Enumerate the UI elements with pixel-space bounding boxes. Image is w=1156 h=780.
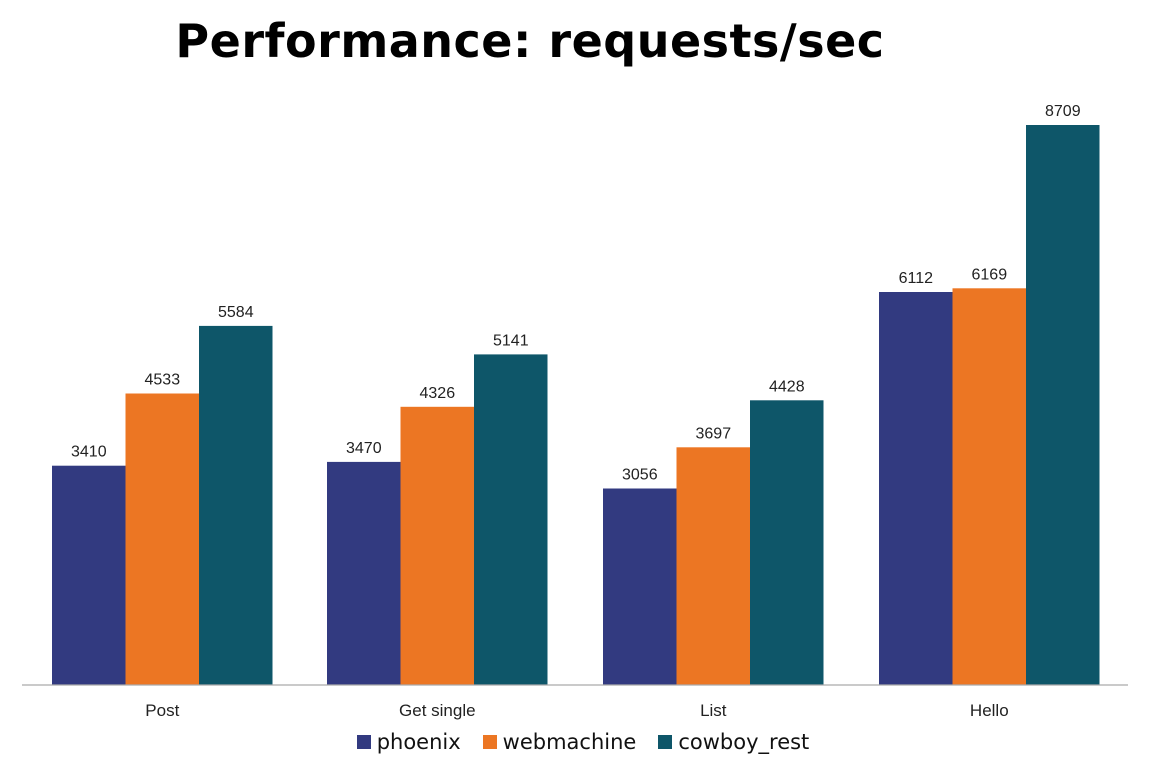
value-label-phoenix-hello: 6112 bbox=[899, 270, 934, 287]
legend-label-phoenix: phoenix bbox=[376, 730, 461, 754]
legend-swatch-phoenix bbox=[356, 735, 371, 749]
bars-layer bbox=[52, 125, 1100, 685]
value-label-webmachine-post: 4533 bbox=[145, 372, 181, 389]
bar-phoenix-hello bbox=[879, 292, 953, 685]
bar-webmachine-post bbox=[125, 393, 199, 685]
x-tick-label-post: Post bbox=[145, 701, 179, 720]
x-tick-labels-layer: Post Get single List Hello bbox=[145, 701, 1008, 720]
value-labels-layer: 3410 4533 5584 3470 4326 5141 3056 3697 4428 6112… bbox=[71, 103, 1081, 484]
bar-chart: 3410 4533 5584 3470 4326 5141 3056 3697 4428 6112… bbox=[22, 103, 1128, 720]
bar-phoenix-post bbox=[52, 465, 126, 685]
bar-cowboy-rest-get-single bbox=[474, 354, 548, 685]
bar-phoenix-list bbox=[603, 488, 677, 685]
value-label-webmachine-list: 3697 bbox=[696, 425, 732, 442]
value-label-phoenix-get-single: 3470 bbox=[346, 440, 382, 457]
value-label-webmachine-get-single: 4326 bbox=[420, 385, 456, 402]
legend: phoenix webmachine cowboy_rest bbox=[0, 730, 1156, 754]
legend-swatch-webmachine bbox=[482, 735, 497, 749]
value-label-phoenix-post: 3410 bbox=[71, 444, 107, 461]
x-tick-label-list: List bbox=[700, 701, 727, 720]
value-label-cowboy-rest-post: 5584 bbox=[218, 304, 254, 321]
bar-cowboy-rest-post bbox=[199, 325, 273, 685]
bar-webmachine-hello bbox=[952, 288, 1026, 685]
chart-title: Performance: requests/sec bbox=[175, 14, 885, 68]
legend-item-phoenix: phoenix bbox=[356, 730, 461, 754]
legend-label-webmachine: webmachine bbox=[502, 730, 637, 754]
legend-label-cowboy-rest: cowboy_rest bbox=[678, 730, 810, 754]
bar-webmachine-list bbox=[676, 447, 750, 685]
value-label-phoenix-list: 3056 bbox=[622, 467, 658, 484]
bar-cowboy-rest-hello bbox=[1026, 125, 1100, 685]
legend-item-cowboy-rest: cowboy_rest bbox=[658, 730, 809, 754]
value-label-cowboy-rest-hello: 8709 bbox=[1045, 103, 1081, 120]
legend-swatch-cowboy-rest bbox=[658, 735, 673, 749]
x-tick-label-get-single: Get single bbox=[399, 701, 476, 720]
value-label-cowboy-rest-list: 4428 bbox=[769, 378, 805, 395]
x-tick-label-hello: Hello bbox=[970, 701, 1009, 720]
bar-cowboy-rest-list bbox=[750, 400, 824, 685]
bar-phoenix-get-single bbox=[327, 461, 401, 685]
value-label-cowboy-rest-get-single: 5141 bbox=[493, 332, 529, 349]
bar-webmachine-get-single bbox=[400, 406, 474, 685]
value-label-webmachine-hello: 6169 bbox=[972, 266, 1008, 283]
legend-item-webmachine: webmachine bbox=[482, 730, 637, 754]
